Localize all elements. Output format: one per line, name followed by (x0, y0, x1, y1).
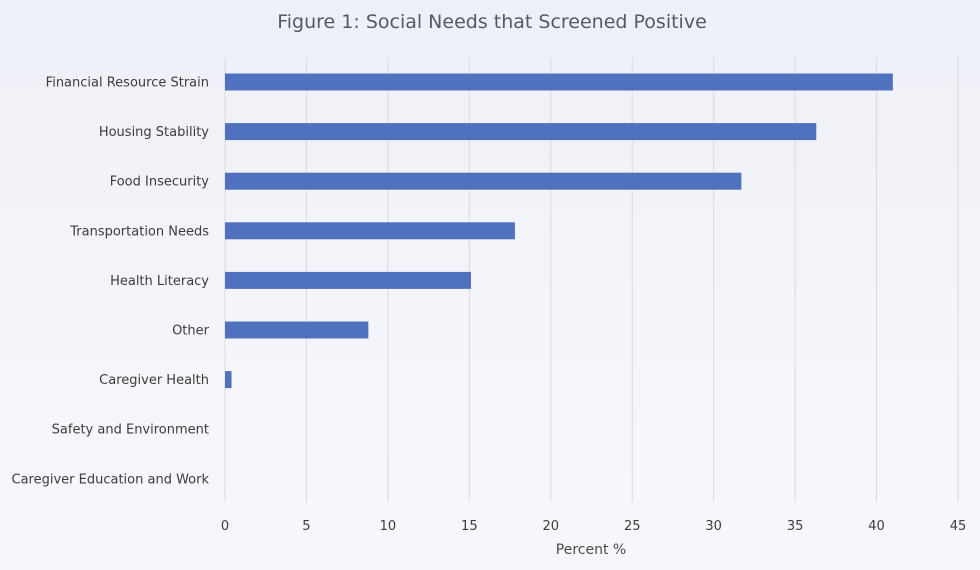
x-tick-label: 20 (543, 519, 560, 534)
bar (225, 123, 817, 141)
x-tick-label: 30 (705, 519, 722, 534)
bar (225, 73, 893, 91)
bar (225, 321, 369, 339)
x-tick-label: 25 (624, 519, 641, 534)
x-tick-label: 35 (787, 519, 804, 534)
bar (225, 371, 232, 389)
category-label: Financial Resource Strain (46, 76, 209, 91)
x-axis-title: Percent % (556, 542, 626, 558)
category-labels: Financial Resource Strain Housing Stabili… (12, 76, 210, 488)
category-label: Transportation Needs (69, 224, 209, 239)
x-tick-label: 0 (221, 519, 229, 534)
x-tick-label: 5 (302, 519, 310, 534)
category-label: Caregiver Education and Work (12, 472, 210, 487)
x-tick-labels: 0 5 10 15 20 25 30 35 40 45 (221, 519, 966, 534)
bar (225, 222, 515, 240)
x-tick-label: 10 (380, 519, 397, 534)
x-tick-label: 45 (950, 519, 967, 534)
chart-title: Figure 1: Social Needs that Screened Pos… (277, 11, 707, 33)
bar (225, 271, 471, 289)
bars (225, 73, 893, 389)
category-label: Safety and Environment (52, 423, 209, 438)
category-label: Caregiver Health (99, 373, 209, 388)
category-label: Health Literacy (110, 274, 209, 289)
category-label: Other (172, 324, 210, 339)
x-tick-label: 40 (868, 519, 885, 534)
bar (225, 172, 742, 190)
category-label: Food Insecurity (110, 175, 210, 190)
x-tick-label: 15 (461, 519, 478, 534)
category-label: Housing Stability (99, 125, 209, 140)
